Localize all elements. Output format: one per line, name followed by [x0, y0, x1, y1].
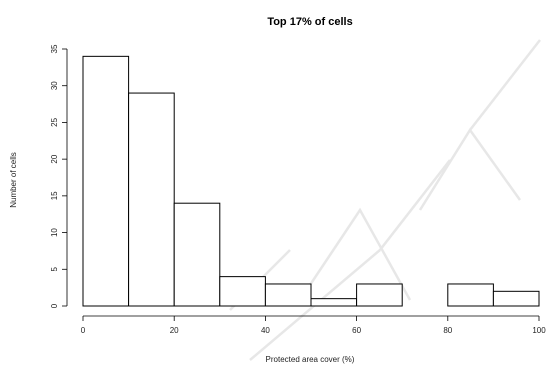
- y-tick-label-15: 15: [50, 191, 59, 200]
- y-tick-label-25: 25: [50, 117, 59, 126]
- x-tick-label-80: 80: [443, 326, 452, 335]
- y-axis-label: Number of cells: [9, 152, 18, 208]
- x-tick-label-60: 60: [352, 326, 361, 335]
- histogram-bar-90-100: [492, 290, 540, 307]
- x-tick-label-40: 40: [261, 326, 270, 335]
- watermark: [229, 39, 541, 361]
- histogram-bar-20-30: [173, 202, 221, 307]
- chart-title: Top 17% of cells: [267, 16, 352, 28]
- histogram-bar-80-90: [447, 283, 494, 307]
- histogram-bar-50-60: [310, 298, 358, 307]
- histogram-bar-30-40: [219, 276, 266, 307]
- x-axis-label: Protected area cover (%): [266, 355, 355, 364]
- y-tick-label-5: 5: [50, 267, 59, 272]
- x-tick-label-0: 0: [81, 326, 86, 335]
- y-tick-label-10: 10: [50, 228, 59, 237]
- x-tick-label-20: 20: [170, 326, 179, 335]
- histogram-bar-10-20: [128, 92, 175, 307]
- histogram-bar-60-70: [356, 283, 403, 307]
- x-axis: 0 20 40 60 80 100: [81, 315, 546, 335]
- histogram-bar-40-50: [264, 283, 312, 307]
- y-axis: 0 5 10 15 20 25 30 35: [50, 44, 68, 308]
- x-tick-label-100: 100: [532, 326, 546, 335]
- y-tick-label-0: 0: [50, 303, 59, 308]
- plot-area: [82, 55, 540, 307]
- y-tick-label-30: 30: [50, 81, 59, 90]
- y-tick-label-35: 35: [50, 44, 59, 53]
- histogram-bar-0-10: [82, 55, 130, 307]
- y-tick-label-20: 20: [50, 154, 59, 163]
